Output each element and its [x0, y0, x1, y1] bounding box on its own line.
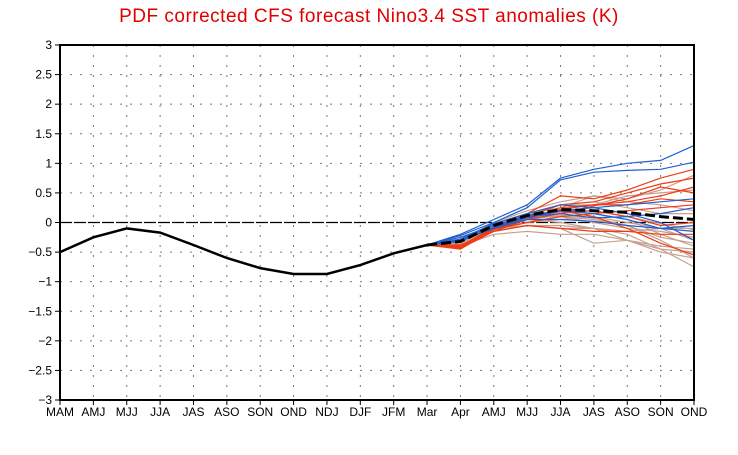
grid-layer [60, 45, 694, 400]
x-tick-label: ASO [615, 405, 640, 419]
y-tick-label: 0 [45, 216, 52, 230]
y-tick-label: 3 [45, 38, 52, 52]
y-tick-label: 0.5 [35, 186, 52, 200]
ensemble-members-layer [426, 145, 695, 268]
ensemble-member-line-blue [426, 145, 695, 246]
chart-title: PDF corrected CFS forecast Nino3.4 SST a… [119, 6, 619, 27]
x-tick-label: SON [247, 405, 273, 419]
x-tick-label: JFM [382, 405, 405, 419]
x-tick-label: Apr [451, 405, 470, 419]
y-tick-label: 1 [45, 156, 52, 170]
x-tick-label: JAS [583, 405, 605, 419]
ensemble-member-line-pink [427, 214, 695, 259]
ensemble-member-line-red [427, 210, 695, 248]
x-tick-label: NDJ [315, 405, 338, 419]
x-tick-label: MAM [46, 405, 74, 419]
ensemble-mean-line [426, 207, 695, 247]
x-tick-label: JJA [150, 405, 170, 419]
x-tick-label: OND [280, 405, 307, 419]
ensemble-member-line-blue [426, 210, 695, 246]
x-tick-label: AMJ [482, 405, 506, 419]
observed-line [59, 227, 428, 276]
y-tick-label: −3 [38, 393, 52, 407]
series-layer [59, 207, 695, 276]
x-tick-label: SON [648, 405, 674, 419]
x-tick-label: JJA [551, 405, 571, 419]
x-tick-label: MJJ [516, 405, 538, 419]
y-tick-label: 2.5 [35, 68, 52, 82]
x-tick-label: JAS [182, 405, 204, 419]
x-tick-label: Mar [417, 405, 438, 419]
x-tick-label: AMJ [81, 405, 105, 419]
y-tick-label: −1.5 [28, 304, 52, 318]
x-tick-label: ASO [214, 405, 239, 419]
y-tick-label: −1 [38, 275, 52, 289]
y-tick-label: 1.5 [35, 127, 52, 141]
x-tick-label: DJF [349, 405, 371, 419]
ensemble-member-line-blue [426, 161, 695, 246]
y-tick-label: −2 [38, 334, 52, 348]
x-tick-label: OND [681, 405, 708, 419]
x-tick-label: MJJ [116, 405, 138, 419]
y-tick-label: −2.5 [28, 363, 52, 377]
y-tick-label: −0.5 [28, 245, 52, 259]
y-tick-label: 2 [45, 97, 52, 111]
